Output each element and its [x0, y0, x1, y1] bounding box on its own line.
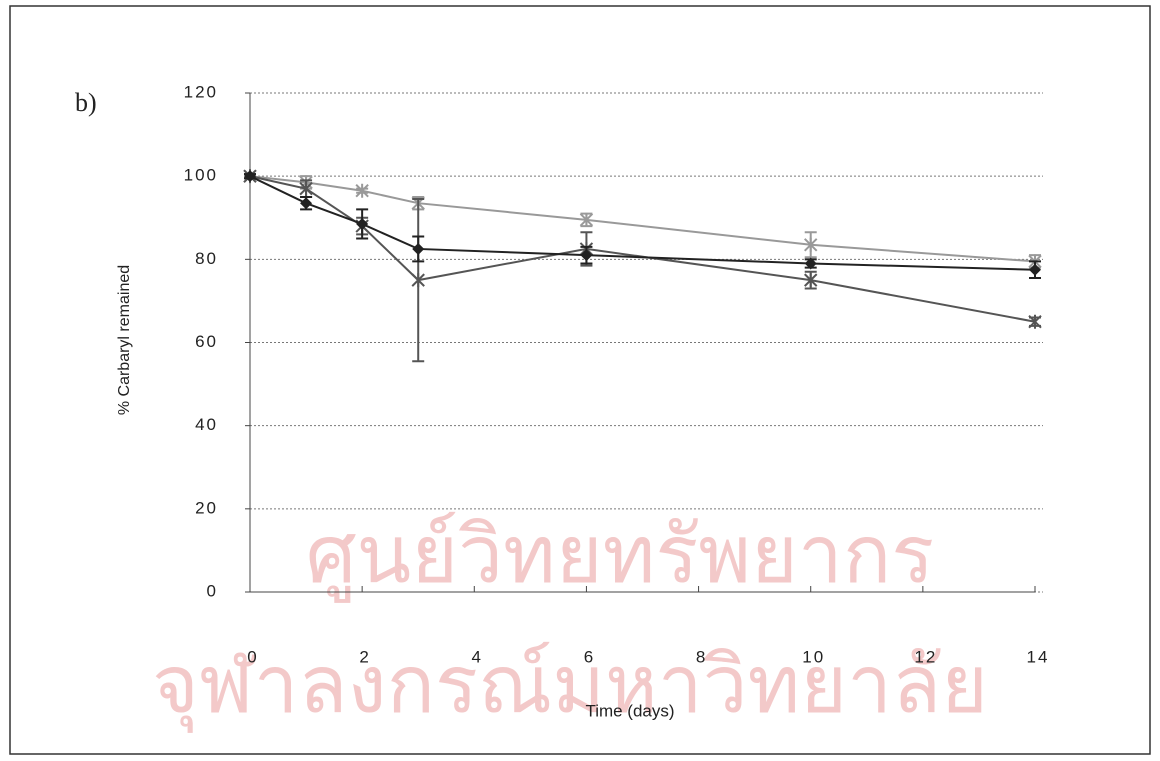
marker	[299, 181, 313, 196]
marker	[300, 197, 313, 210]
y-tick-label: 120	[184, 82, 218, 101]
y-tick-label: 100	[184, 166, 218, 185]
marker	[1029, 263, 1041, 276]
frame	[9, 5, 1151, 755]
y-tick-label: 40	[195, 415, 218, 434]
x-tick-label: 10	[802, 647, 825, 666]
y-tick-label: 0	[207, 581, 218, 600]
marker	[804, 257, 817, 270]
series-line	[249, 175, 1036, 271]
x-axis-label: Time (days)	[585, 701, 674, 720]
marker	[411, 273, 425, 288]
x-tick-label: 0	[247, 647, 258, 666]
marker	[412, 242, 425, 255]
marker	[356, 217, 369, 230]
y-axis-label: % Carbaryl remained	[116, 265, 133, 415]
series-line	[249, 175, 1036, 323]
marker	[1028, 314, 1042, 329]
x-tick-label: 4	[472, 647, 483, 666]
x-tick-label: 8	[696, 647, 707, 666]
panel-label: b)	[75, 88, 97, 117]
marker	[244, 170, 256, 183]
x-tick-label: 6	[584, 647, 595, 666]
x-tick-label: 14	[1027, 647, 1050, 666]
watermark: จุฬาลงกรณ์มหาวิทยาลัย	[152, 638, 988, 733]
marker	[355, 183, 369, 198]
y-tick-label: 20	[195, 498, 218, 517]
watermark: ศูนย์วิทยทรัพยากร	[306, 508, 935, 603]
y-tick-label: 60	[195, 332, 218, 351]
marker	[580, 249, 593, 262]
y-tick-label: 80	[195, 249, 218, 268]
marker	[804, 237, 818, 252]
x-tick-label: 12	[914, 647, 937, 666]
x-tick-label: 2	[359, 647, 370, 666]
marker	[804, 273, 818, 288]
marker	[579, 212, 594, 227]
